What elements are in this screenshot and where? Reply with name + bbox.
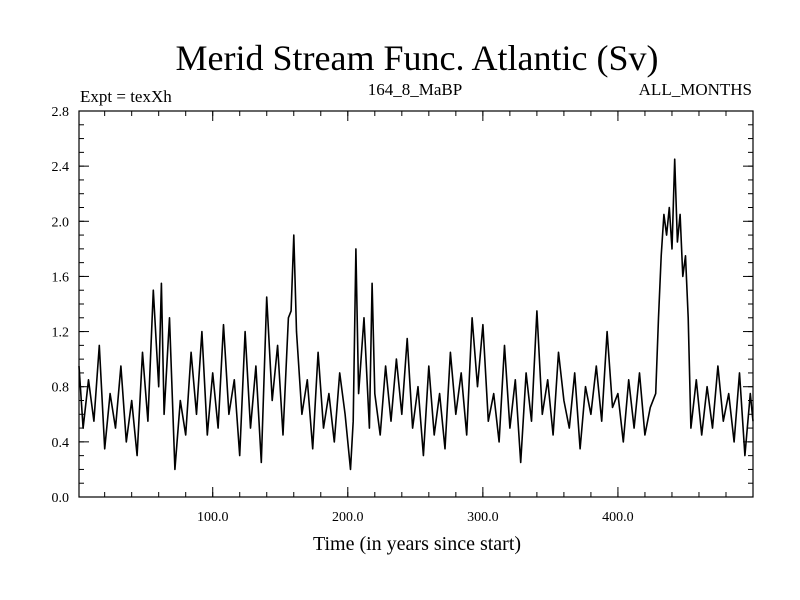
months-label: ALL_MONTHS [639, 80, 752, 99]
expt-label: Expt = texXh [80, 87, 172, 106]
x-tick-label: 100.0 [197, 510, 229, 525]
x-tick-labels: 100.0 200.0 300.0 400.0 [197, 510, 634, 525]
x-tick-label: 400.0 [602, 510, 634, 525]
series-group [78, 158, 754, 471]
axis-ticks [79, 110, 753, 498]
plot-frame [78, 110, 754, 498]
y-tick-label: 1.2 [52, 326, 70, 341]
x-tick-label: 200.0 [332, 510, 364, 525]
chart-title: Merid Stream Func. Atlantic (Sv) [176, 38, 659, 78]
y-tick-label: 2.4 [52, 160, 70, 175]
y-tick-label: 0.8 [52, 381, 70, 396]
period-label: 164_8_MaBP [368, 80, 462, 99]
series-line [78, 158, 754, 471]
y-tick-label: 0.4 [52, 436, 70, 451]
x-axis-label: Time (in years since start) [313, 533, 521, 555]
y-tick-label: 1.6 [52, 270, 70, 285]
y-tick-labels: 0.0 0.4 0.8 1.2 1.6 2.0 2.4 2.8 [52, 105, 70, 506]
y-tick-label: 2.0 [52, 215, 70, 230]
y-tick-label: 0.0 [52, 491, 70, 506]
x-tick-label: 300.0 [467, 510, 499, 525]
y-tick-label: 2.8 [52, 105, 70, 120]
